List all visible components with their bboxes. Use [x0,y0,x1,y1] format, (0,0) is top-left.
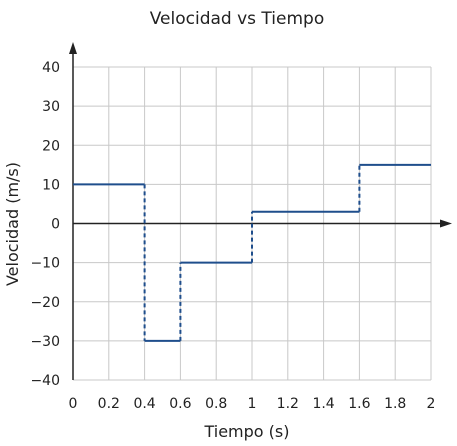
y-tick-label: −10 [30,256,60,272]
x-tick-label: 0.6 [169,396,191,412]
y-tick-label: −30 [30,334,60,350]
y-tick-label: 0 [51,217,60,233]
x-axis-arrow [440,219,452,228]
y-axis-label: Velocidad (m/s) [3,162,22,286]
x-tick-label: 1.8 [384,396,406,412]
chart-title: Velocidad vs Tiempo [150,9,324,29]
x-tick-label: 0.2 [98,396,120,412]
series-layer [73,163,431,342]
x-tick-label: 0.4 [133,396,155,412]
x-tick-label: 2 [427,396,436,412]
y-tick-label: 10 [42,177,60,193]
x-tick-label: 0 [69,396,78,412]
y-tick-label: −40 [30,373,60,389]
x-tick-label: 0.8 [205,396,227,412]
tick-labels: 0 0.2 0.4 0.6 0.8 1 1.2 1.4 1.6 1.8 2 40 30 20 10 0 −10 −… [30,60,435,412]
axes [69,42,452,380]
x-tick-label: 1.4 [312,396,334,412]
y-tick-label: 20 [42,138,60,154]
x-axis-label: Tiempo (s) [203,422,289,441]
y-tick-label: 30 [42,99,60,115]
x-tick-label: 1.2 [277,396,299,412]
x-tick-label: 1 [248,396,257,412]
y-tick-label: 40 [42,60,60,76]
y-tick-label: −20 [30,295,60,311]
y-axis-arrow [69,42,77,54]
x-tick-label: 1.6 [348,396,370,412]
